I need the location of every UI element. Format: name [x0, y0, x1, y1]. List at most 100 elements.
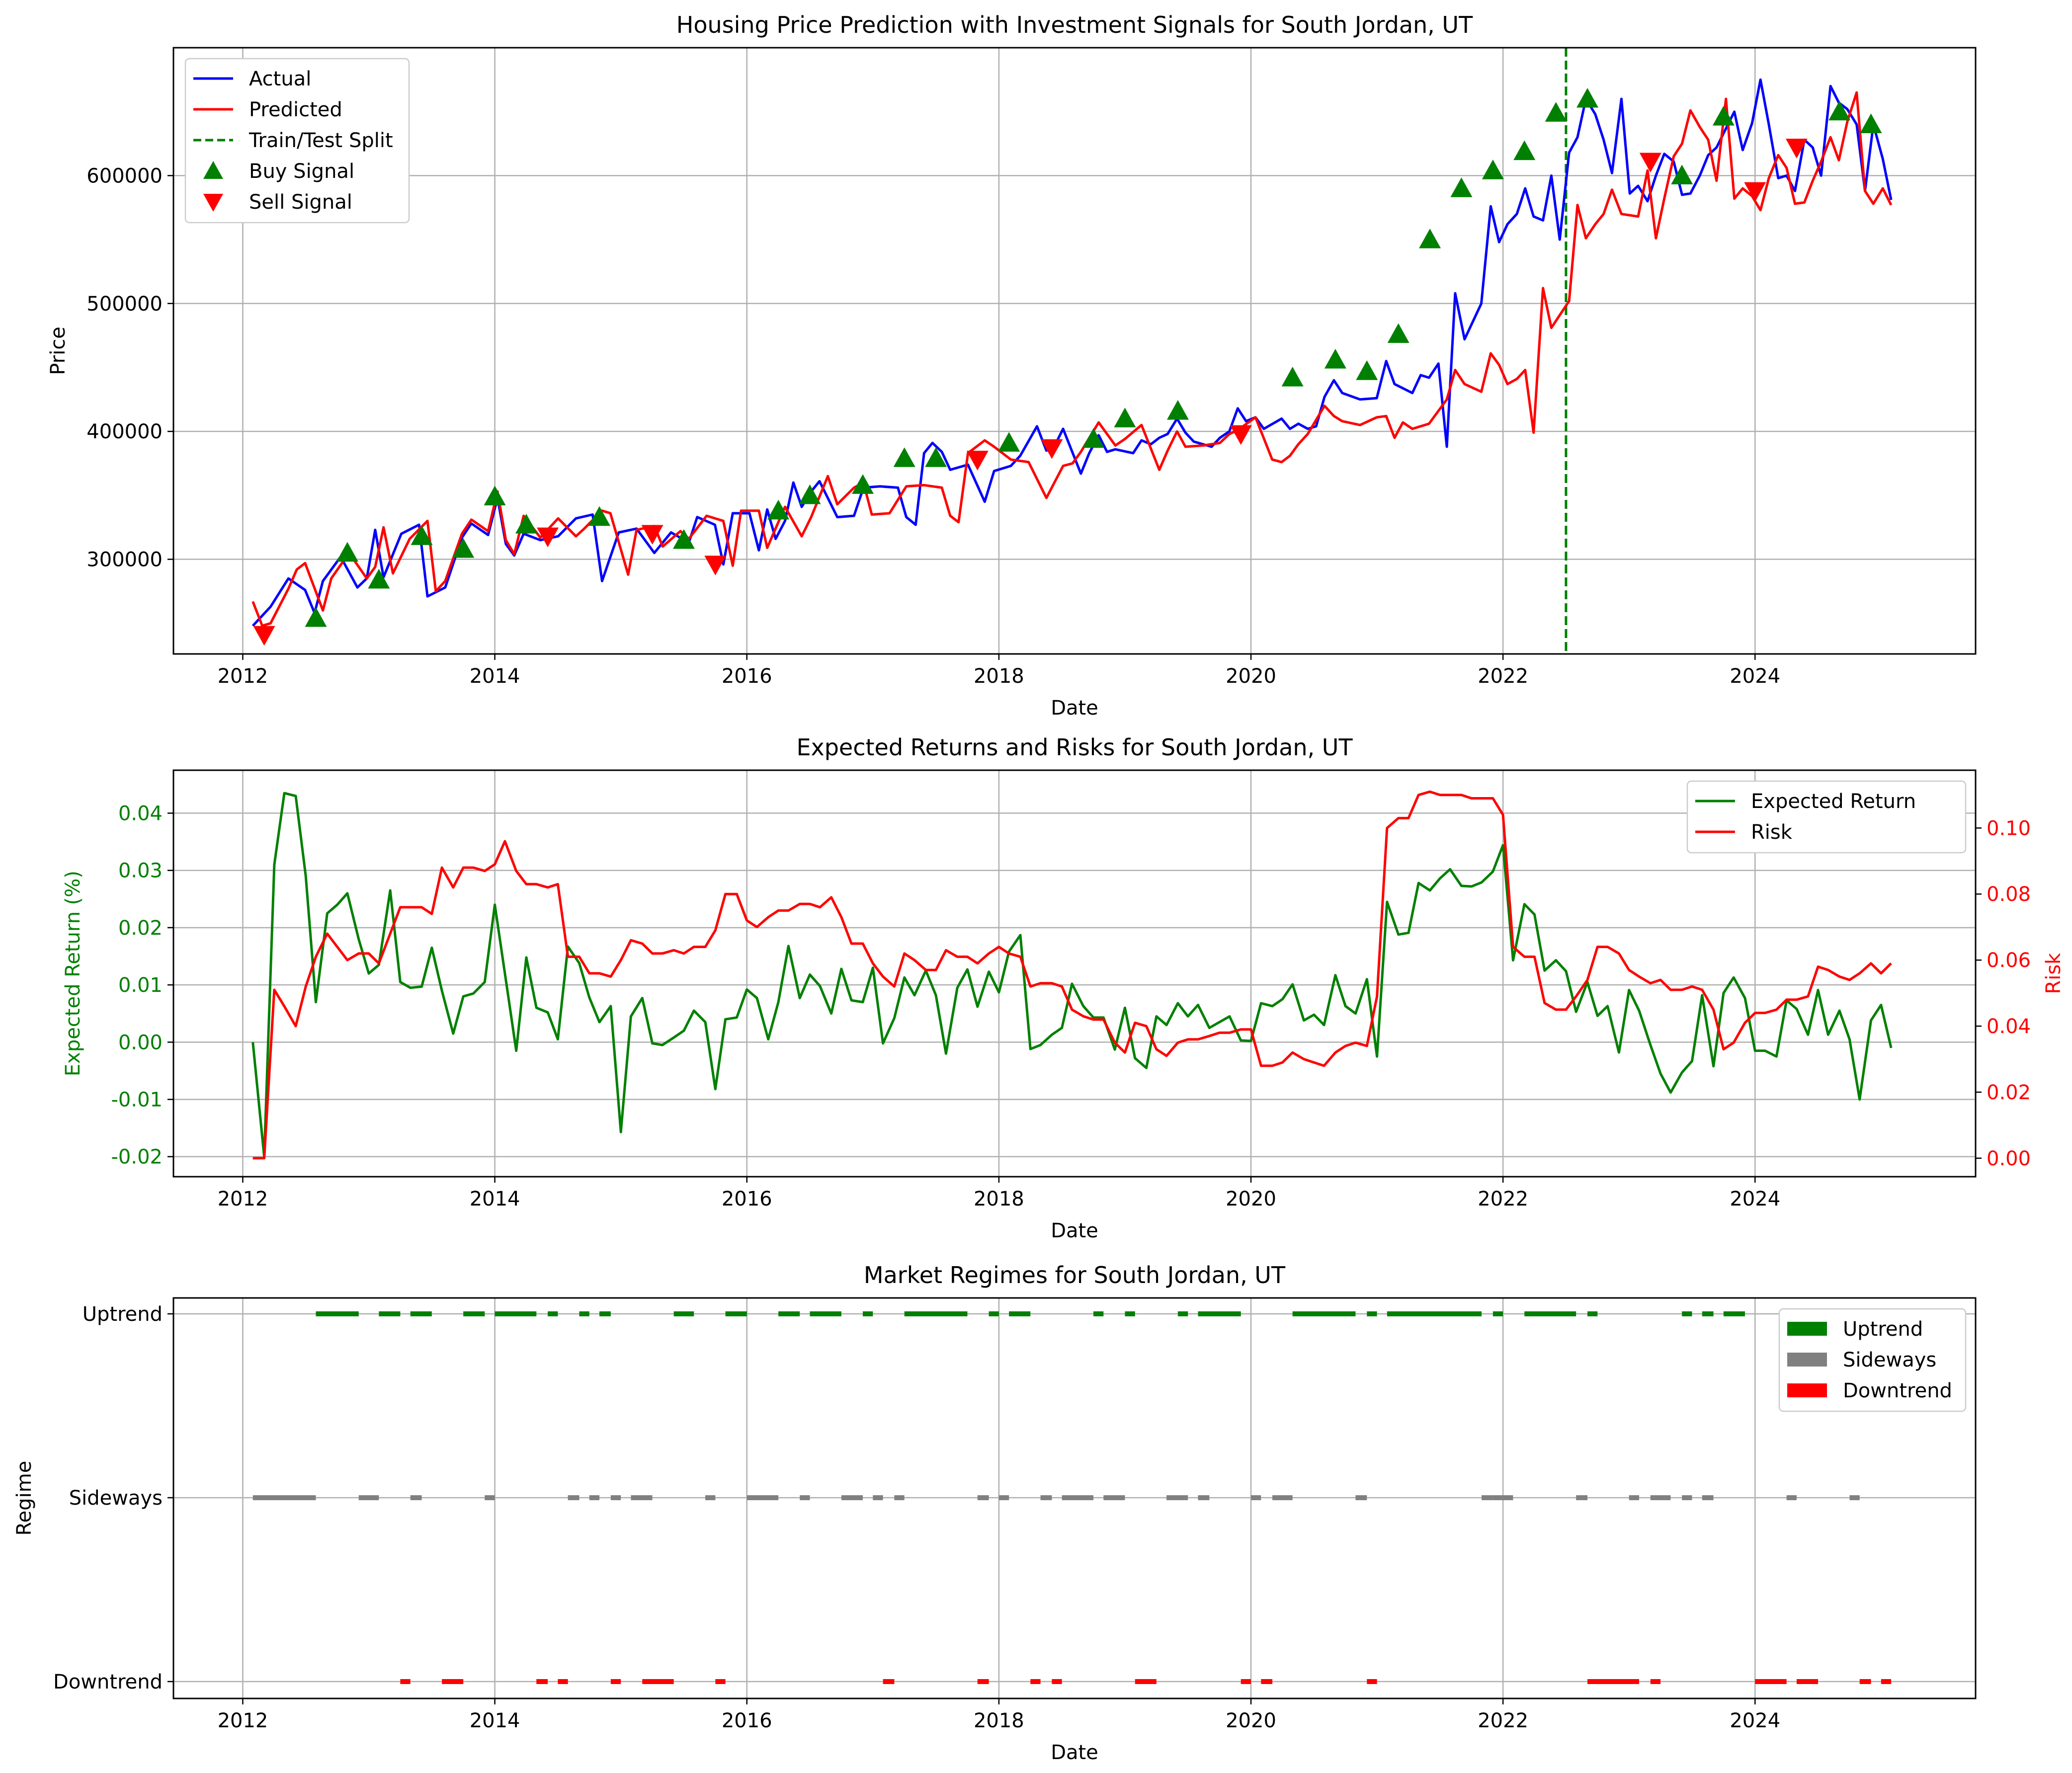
buy-signal-marker: [336, 542, 358, 562]
buy-signal-marker: [1450, 177, 1473, 197]
buy-signal-marker: [1356, 360, 1378, 380]
sell-signal-marker: [966, 451, 989, 471]
returns-risk-panel: 2012 2014 2016 2018 2020 2022 2024 Date Expected…: [62, 734, 2065, 1242]
sell-signal-marker: [1041, 439, 1063, 459]
y-tick-label-right: 0.02: [1987, 1081, 2031, 1104]
legend-swatch-sell: [203, 194, 223, 212]
buy-signal-marker: [1166, 400, 1189, 420]
buy-signal-marker: [799, 484, 821, 504]
x-tick-label: 2018: [974, 665, 1024, 688]
x-tick-label: 2016: [722, 1188, 772, 1210]
sell-signal-marker: [1785, 139, 1808, 159]
axes-frame: [172, 47, 1977, 655]
buy-signal-marker: [852, 474, 874, 494]
legend-swatch: [1787, 1353, 1827, 1367]
regime-panel: 2012 2014 2016 2018 2020 2022 2024 Date Market R…: [13, 1262, 1977, 1764]
x-tick-label: 2024: [1730, 665, 1780, 688]
buy-signal-marker: [452, 538, 475, 558]
buy-signal-marker: [588, 506, 611, 526]
axes-frame: [172, 1297, 1977, 1699]
legend-label: Uptrend: [1843, 1318, 1923, 1341]
x-tick-label: 2012: [218, 665, 268, 688]
x-tick-label: 2020: [1226, 1709, 1276, 1732]
buy-signal-marker: [998, 432, 1020, 452]
x-tick-label: 2016: [722, 665, 772, 688]
y-tick-label: 500000: [86, 293, 163, 316]
sell-signal-marker: [253, 626, 275, 646]
buy-signal-marker: [672, 529, 695, 549]
legend-label: Downtrend: [1843, 1379, 1952, 1402]
legend-label: Actual: [249, 68, 311, 90]
sell-signal-marker: [704, 556, 727, 575]
y-axis-label-left: Expected Return (%): [62, 871, 84, 1076]
y-axis-label: Price: [47, 326, 70, 375]
legend-swatch: [1787, 1322, 1827, 1336]
y-tick-label: Uptrend: [83, 1303, 163, 1326]
buy-signal-marker: [1712, 105, 1735, 126]
chart-title: Housing Price Prediction with Investment…: [676, 11, 1473, 38]
buy-signal-marker: [1419, 229, 1441, 248]
x-tick-label: 2020: [1226, 1188, 1276, 1210]
legend-label: Train/Test Split: [249, 129, 393, 152]
x-tick-label: 2024: [1730, 1188, 1780, 1210]
buy-signal-marker: [1671, 164, 1693, 184]
y-axis-label-right: Risk: [2042, 953, 2065, 994]
buy-signal-marker: [1324, 349, 1346, 369]
buy-signal-marker: [1513, 140, 1536, 161]
buy-signal-marker: [1482, 160, 1504, 179]
sell-signal-marker: [537, 527, 559, 548]
x-tick-label: 2022: [1478, 1709, 1528, 1732]
y-tick-label-left: -0.02: [111, 1146, 163, 1169]
chart-title: Expected Returns and Risks for South Jor…: [796, 734, 1353, 761]
legend-box: [1686, 780, 1967, 854]
x-tick-label: 2014: [470, 1188, 520, 1210]
x-axis-label: Date: [1051, 697, 1098, 720]
buy-signal-marker: [411, 525, 433, 545]
axes-frame: [172, 769, 1977, 1178]
y-tick-label-left: 0.00: [118, 1031, 163, 1054]
y-axis-label: Regime: [13, 1461, 36, 1536]
y-tick-label-right: 0.00: [1987, 1147, 2031, 1170]
y-tick-label-left: -0.01: [111, 1088, 163, 1111]
buy-signal-marker: [1114, 407, 1136, 428]
buy-signal-marker: [1082, 428, 1105, 448]
y-tick-label-right: 0.04: [1987, 1015, 2031, 1038]
y-tick-label-right: 0.06: [1987, 949, 2031, 972]
legend-label: Sell Signal: [249, 191, 352, 214]
legend: Uptrend Sideways Downtrend: [1778, 1308, 1967, 1412]
buy-signal-marker: [1545, 102, 1567, 122]
y-tick-label-right: 0.08: [1987, 883, 2031, 906]
y-tick-label: 400000: [86, 420, 163, 443]
predicted-series-line: [251, 91, 1893, 627]
legend-label: Sideways: [1843, 1349, 1936, 1371]
buy-signal-marker: [925, 447, 947, 467]
sell-signal-marker: [1230, 425, 1252, 445]
sell-signal-marker: [1744, 182, 1766, 202]
y-tick-label: 600000: [86, 164, 163, 187]
legend-box: [184, 58, 410, 224]
buy-signal-marker: [515, 514, 537, 534]
legend-label: Buy Signal: [249, 160, 354, 183]
buy-signal-marker: [484, 485, 506, 506]
y-tick-label: Downtrend: [53, 1671, 163, 1693]
x-tick-label: 2012: [218, 1709, 268, 1732]
x-tick-label: 2024: [1730, 1709, 1780, 1732]
price-panel: 2012 2014 2016 2018 2020 2022 2024 Date Housing …: [47, 11, 1977, 720]
y-tick-label-left: 0.03: [118, 860, 163, 883]
x-tick-label: 2018: [974, 1709, 1024, 1732]
buy-signal-marker: [767, 499, 790, 520]
legend: Expected Return Risk: [1686, 780, 1967, 854]
x-tick-label: 2014: [470, 665, 520, 688]
risk-line: [252, 790, 1892, 1160]
y-tick-label: 300000: [86, 549, 163, 571]
legend-label: Risk: [1751, 821, 1793, 844]
buy-signal-marker: [1860, 113, 1882, 134]
x-axis-label: Date: [1051, 1219, 1098, 1242]
buy-signal-marker: [1828, 100, 1851, 121]
y-tick-label-left: 0.01: [118, 974, 163, 997]
y-tick-label-right: 0.10: [1987, 817, 2031, 840]
expected-return-line: [251, 792, 1893, 1158]
y-tick-label-left: 0.02: [118, 917, 163, 940]
legend-swatch: [1787, 1383, 1827, 1397]
